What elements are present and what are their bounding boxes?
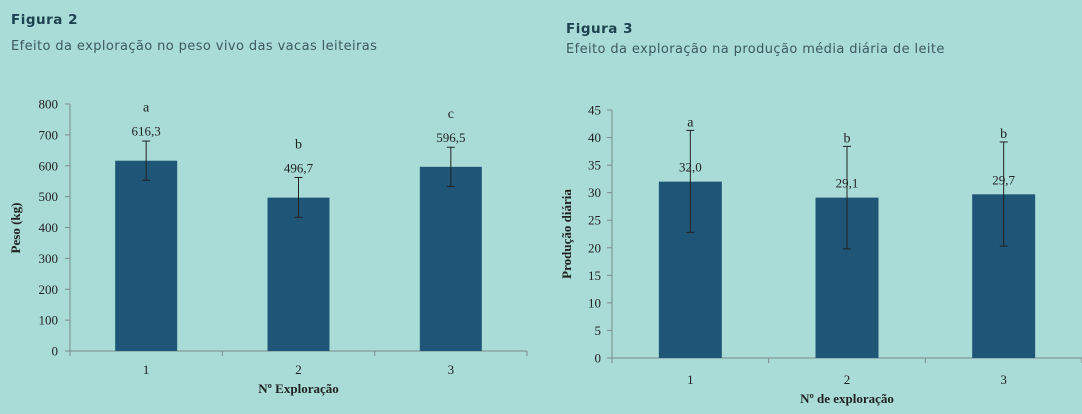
chart3-y-tick-label: 0 bbox=[595, 351, 602, 366]
chart2-bar bbox=[419, 166, 482, 351]
chart2-y-tick-label: 100 bbox=[39, 313, 59, 328]
chart3-significance-letter: b bbox=[844, 131, 851, 146]
chart2-data-label: 596,5 bbox=[436, 130, 465, 145]
chart2-y-tick-label: 200 bbox=[39, 282, 59, 297]
chart2-data-label: 616,3 bbox=[132, 124, 161, 139]
figure-3-heading: Figura 3 bbox=[566, 21, 633, 37]
chart2-x-axis-title: Nº Exploração bbox=[258, 381, 338, 396]
chart3-y-tick-label: 45 bbox=[588, 103, 601, 118]
chart2-bar bbox=[115, 160, 178, 351]
chart2-significance-letter: c bbox=[448, 107, 454, 122]
chart3-y-tick-label: 30 bbox=[588, 185, 601, 200]
chart3-y-tick-label: 35 bbox=[588, 158, 601, 173]
chart2-y-tick-label: 300 bbox=[39, 251, 59, 266]
figure-2-subtitle: Efeito da exploração no peso vivo das va… bbox=[11, 39, 378, 54]
chart2-x-tick-label: 2 bbox=[295, 362, 302, 377]
chart3-y-axis-title: Produção diária bbox=[559, 189, 574, 279]
chart2-data-label: 496,7 bbox=[284, 161, 314, 176]
chart2-significance-letter: b bbox=[295, 138, 302, 153]
chart2-x-tick-label: 1 bbox=[143, 362, 150, 377]
chart3-y-tick-label: 15 bbox=[588, 268, 601, 283]
chart2-y-axis-title: Peso (kg) bbox=[8, 203, 23, 254]
chart3-x-tick-label: 1 bbox=[687, 372, 694, 387]
chart3-x-axis-title: Nº de exploração bbox=[800, 391, 894, 406]
chart3-y-tick-label: 25 bbox=[588, 213, 601, 228]
chart3-x-tick-label: 2 bbox=[844, 372, 851, 387]
chart3-data-label: 29,7 bbox=[992, 172, 1015, 187]
chart2-y-tick-label: 400 bbox=[39, 220, 59, 235]
chart3-data-label: 29,1 bbox=[836, 176, 859, 191]
chart2-y-tick-label: 800 bbox=[39, 97, 59, 112]
chart3-y-tick-label: 10 bbox=[588, 295, 601, 310]
chart2-y-tick-label: 700 bbox=[39, 127, 59, 142]
figure-3-subtitle: Efeito da exploração na produção média d… bbox=[566, 42, 945, 57]
chart2-bar bbox=[267, 197, 330, 351]
chart2-y-tick-label: 0 bbox=[52, 344, 59, 359]
chart2-x-tick-label: 3 bbox=[448, 362, 455, 377]
chart3-significance-letter: a bbox=[687, 115, 694, 130]
chart3-significance-letter: b bbox=[1000, 127, 1007, 142]
figure-2-heading: Figura 2 bbox=[11, 12, 78, 28]
chart3-x-tick-label: 3 bbox=[1000, 372, 1007, 387]
chart2-y-tick-label: 500 bbox=[39, 189, 59, 204]
chart2-y-tick-label: 600 bbox=[39, 158, 59, 173]
chart3-y-tick-label: 5 bbox=[595, 323, 602, 338]
chart3-y-tick-label: 20 bbox=[588, 240, 601, 255]
chart3-data-label: 32,0 bbox=[679, 160, 702, 175]
chart2-significance-letter: a bbox=[143, 101, 150, 116]
chart3-y-tick-label: 40 bbox=[588, 130, 601, 145]
